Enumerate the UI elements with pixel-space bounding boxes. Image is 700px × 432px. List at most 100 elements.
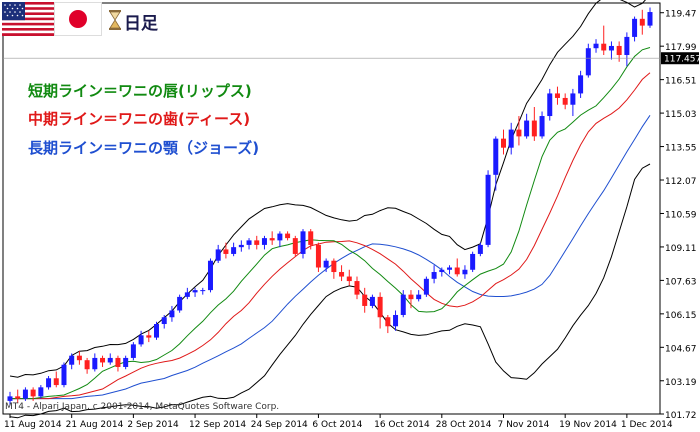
hourglass-icon bbox=[108, 10, 122, 30]
candle-body bbox=[362, 294, 368, 306]
y-tick-label: 113.55 bbox=[665, 144, 697, 154]
candle-body bbox=[238, 244, 244, 248]
candle-body bbox=[7, 396, 13, 401]
x-tick-label: 24 Sep 2014 bbox=[251, 420, 308, 430]
x-tick-label: 21 Aug 2014 bbox=[66, 420, 124, 430]
candle-body bbox=[462, 269, 468, 275]
candle-body bbox=[277, 233, 283, 241]
x-tick-label: 28 Oct 2014 bbox=[436, 420, 492, 430]
x-tick-label: 11 Aug 2014 bbox=[4, 420, 62, 430]
x-tick-label: 2 Sep 2014 bbox=[127, 420, 179, 430]
candle-body bbox=[562, 97, 568, 105]
candle-body bbox=[76, 355, 82, 361]
candle-body bbox=[447, 267, 453, 270]
candle-body bbox=[477, 244, 483, 254]
candle-body bbox=[261, 238, 267, 245]
candle-body bbox=[200, 290, 206, 292]
x-tick-label: 1 Dec 2014 bbox=[621, 420, 673, 430]
candle-body bbox=[300, 231, 306, 254]
y-tick-label: 109.11 bbox=[665, 244, 697, 254]
candle-body bbox=[601, 43, 607, 51]
candle-body bbox=[331, 260, 337, 273]
candle-body bbox=[231, 247, 237, 254]
candle-body bbox=[130, 344, 136, 358]
candle-body bbox=[22, 389, 28, 399]
candle-body bbox=[146, 335, 152, 338]
candle-body bbox=[269, 238, 275, 241]
candle-body bbox=[161, 317, 167, 325]
candle-body bbox=[246, 240, 252, 245]
candle-body bbox=[439, 269, 445, 273]
candle-body bbox=[400, 294, 406, 315]
candle-body bbox=[639, 18, 645, 26]
candle-body bbox=[531, 120, 537, 137]
candle-body bbox=[377, 296, 383, 318]
candle-body bbox=[84, 360, 90, 370]
candle-body bbox=[38, 387, 44, 397]
candle-body bbox=[69, 355, 75, 365]
candle-body bbox=[223, 249, 229, 254]
candle-body bbox=[393, 314, 399, 327]
candle-body bbox=[192, 290, 198, 293]
bollinger-upper-line bbox=[9, 0, 646, 378]
candle-body bbox=[107, 357, 113, 363]
y-tick-label: 106.15 bbox=[665, 311, 697, 321]
y-tick-label: 117.99 bbox=[665, 43, 697, 53]
y-tick-label: 115.03 bbox=[665, 110, 697, 120]
timeframe-label: 日足 bbox=[124, 14, 158, 34]
candle-body bbox=[423, 278, 429, 295]
jp-flag-icon bbox=[54, 2, 102, 36]
candle-body bbox=[554, 93, 560, 98]
candle-body bbox=[92, 357, 98, 370]
candle-body bbox=[593, 43, 599, 49]
x-tick-label: 19 Nov 2014 bbox=[559, 420, 617, 430]
candle-body bbox=[508, 129, 514, 148]
x-tick-label: 6 Oct 2014 bbox=[312, 420, 362, 430]
y-tick-label: 103.19 bbox=[665, 378, 697, 388]
y-tick-label: 110.59 bbox=[665, 210, 697, 220]
candle-body bbox=[207, 260, 213, 291]
copyright-text: MT4 - Alpari Japan, c 2001-2014, MetaQuo… bbox=[5, 402, 280, 412]
candle-body bbox=[578, 75, 584, 94]
y-tick-label: 101.72 bbox=[665, 411, 697, 421]
current-price-marker bbox=[661, 52, 699, 65]
candle-body bbox=[177, 296, 183, 311]
candle-body bbox=[585, 48, 591, 76]
candle-body bbox=[570, 93, 576, 105]
candle-body bbox=[354, 281, 360, 295]
candle-body bbox=[369, 296, 375, 306]
y-tick-label: 119.47 bbox=[665, 10, 697, 20]
candle-body bbox=[385, 317, 391, 327]
candle-body bbox=[46, 378, 52, 388]
candle-body bbox=[470, 253, 476, 270]
candle-body bbox=[254, 240, 260, 245]
us-flag-icon bbox=[2, 2, 54, 36]
candle-body bbox=[624, 36, 630, 55]
candle-body bbox=[493, 138, 499, 175]
candle-body bbox=[123, 357, 129, 367]
candle-body bbox=[15, 396, 21, 399]
candle-body bbox=[61, 364, 67, 386]
candle-body bbox=[308, 231, 314, 245]
candle-body bbox=[138, 335, 144, 345]
candle-body bbox=[292, 238, 298, 254]
candle-body bbox=[323, 260, 329, 268]
y-tick-label: 112.07 bbox=[665, 177, 697, 187]
candle-body bbox=[346, 276, 352, 282]
candle-body bbox=[416, 294, 422, 300]
candle-body bbox=[154, 324, 160, 338]
candle-body bbox=[30, 389, 36, 397]
candle-body bbox=[169, 310, 175, 318]
candle-body bbox=[547, 93, 553, 117]
legend-long-line: 長期ライン＝ワニの顎（ジョーズ) bbox=[28, 139, 260, 157]
candle-body bbox=[315, 244, 321, 268]
candle-body bbox=[53, 378, 59, 386]
y-tick-label: 107.63 bbox=[665, 277, 697, 287]
candle-body bbox=[339, 272, 345, 277]
bollinger-lower-line bbox=[9, 163, 651, 419]
alligator-teeth-line bbox=[10, 72, 651, 400]
candle-body bbox=[100, 357, 106, 363]
candle-body bbox=[500, 138, 506, 148]
legend-short-line: 短期ライン＝ワニの唇(リップス) bbox=[28, 82, 252, 100]
